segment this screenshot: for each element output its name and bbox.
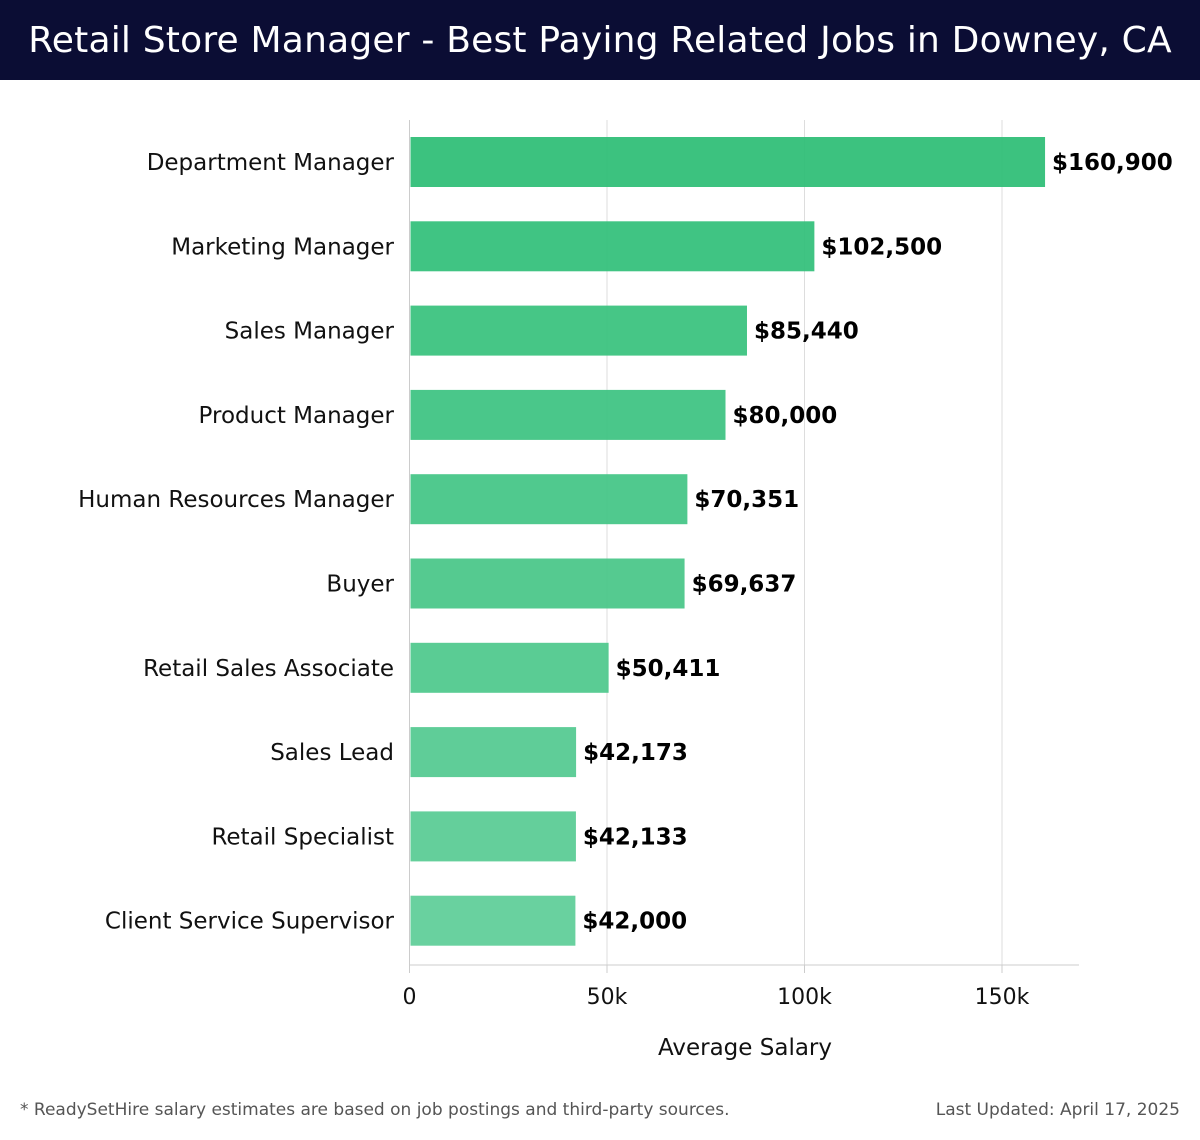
x-tick-label: 100k [777, 985, 832, 1010]
bar [410, 727, 577, 778]
x-axis-label: Average Salary [658, 1035, 832, 1061]
value-label: $85,440 [754, 319, 859, 345]
x-tick-label: 150k [975, 985, 1030, 1010]
value-label: $69,637 [692, 572, 797, 598]
category-label: Human Resources Manager [78, 487, 394, 513]
category-label: Client Service Supervisor [105, 909, 395, 935]
bar [410, 389, 726, 440]
chart-title: Retail Store Manager - Best Paying Relat… [28, 19, 1172, 61]
value-label: $42,173 [583, 740, 688, 766]
value-label: $42,000 [582, 909, 687, 935]
chart-header: Retail Store Manager - Best Paying Relat… [0, 0, 1200, 80]
salary-bar-chart: 0 50k 100k 150k Department Manager $160,900 Ma… [78, 120, 1173, 1061]
bar [410, 558, 685, 609]
bar [410, 137, 1046, 187]
category-label: Department Manager [147, 150, 395, 176]
bar [410, 305, 747, 356]
value-label: $50,411 [616, 656, 721, 682]
x-tick-label: 0 [403, 985, 417, 1010]
category-label: Product Manager [199, 403, 395, 429]
value-label: $42,133 [583, 824, 688, 850]
category-label: Sales Manager [225, 319, 395, 345]
last-updated: Last Updated: April 17, 2025 [935, 1100, 1180, 1120]
value-label: $102,500 [821, 234, 942, 260]
bar [410, 895, 576, 946]
footer-note: * ReadySetHire salary estimates are base… [20, 1100, 730, 1120]
bar [410, 811, 576, 862]
category-label: Retail Specialist [211, 824, 394, 850]
bar [410, 221, 815, 272]
category-label: Buyer [326, 572, 394, 598]
value-label: $160,900 [1052, 150, 1173, 176]
category-label: Marketing Manager [171, 234, 394, 260]
value-label: $80,000 [733, 403, 838, 429]
bars [410, 137, 1046, 946]
bar [410, 642, 609, 693]
bar [410, 474, 688, 525]
value-label: $70,351 [694, 487, 799, 513]
category-label: Sales Lead [270, 740, 394, 766]
labels: 0 50k 100k 150k Department Manager $160,900 Ma… [78, 150, 1173, 1010]
x-tick-label: 50k [587, 985, 628, 1010]
category-label: Retail Sales Associate [143, 656, 394, 682]
